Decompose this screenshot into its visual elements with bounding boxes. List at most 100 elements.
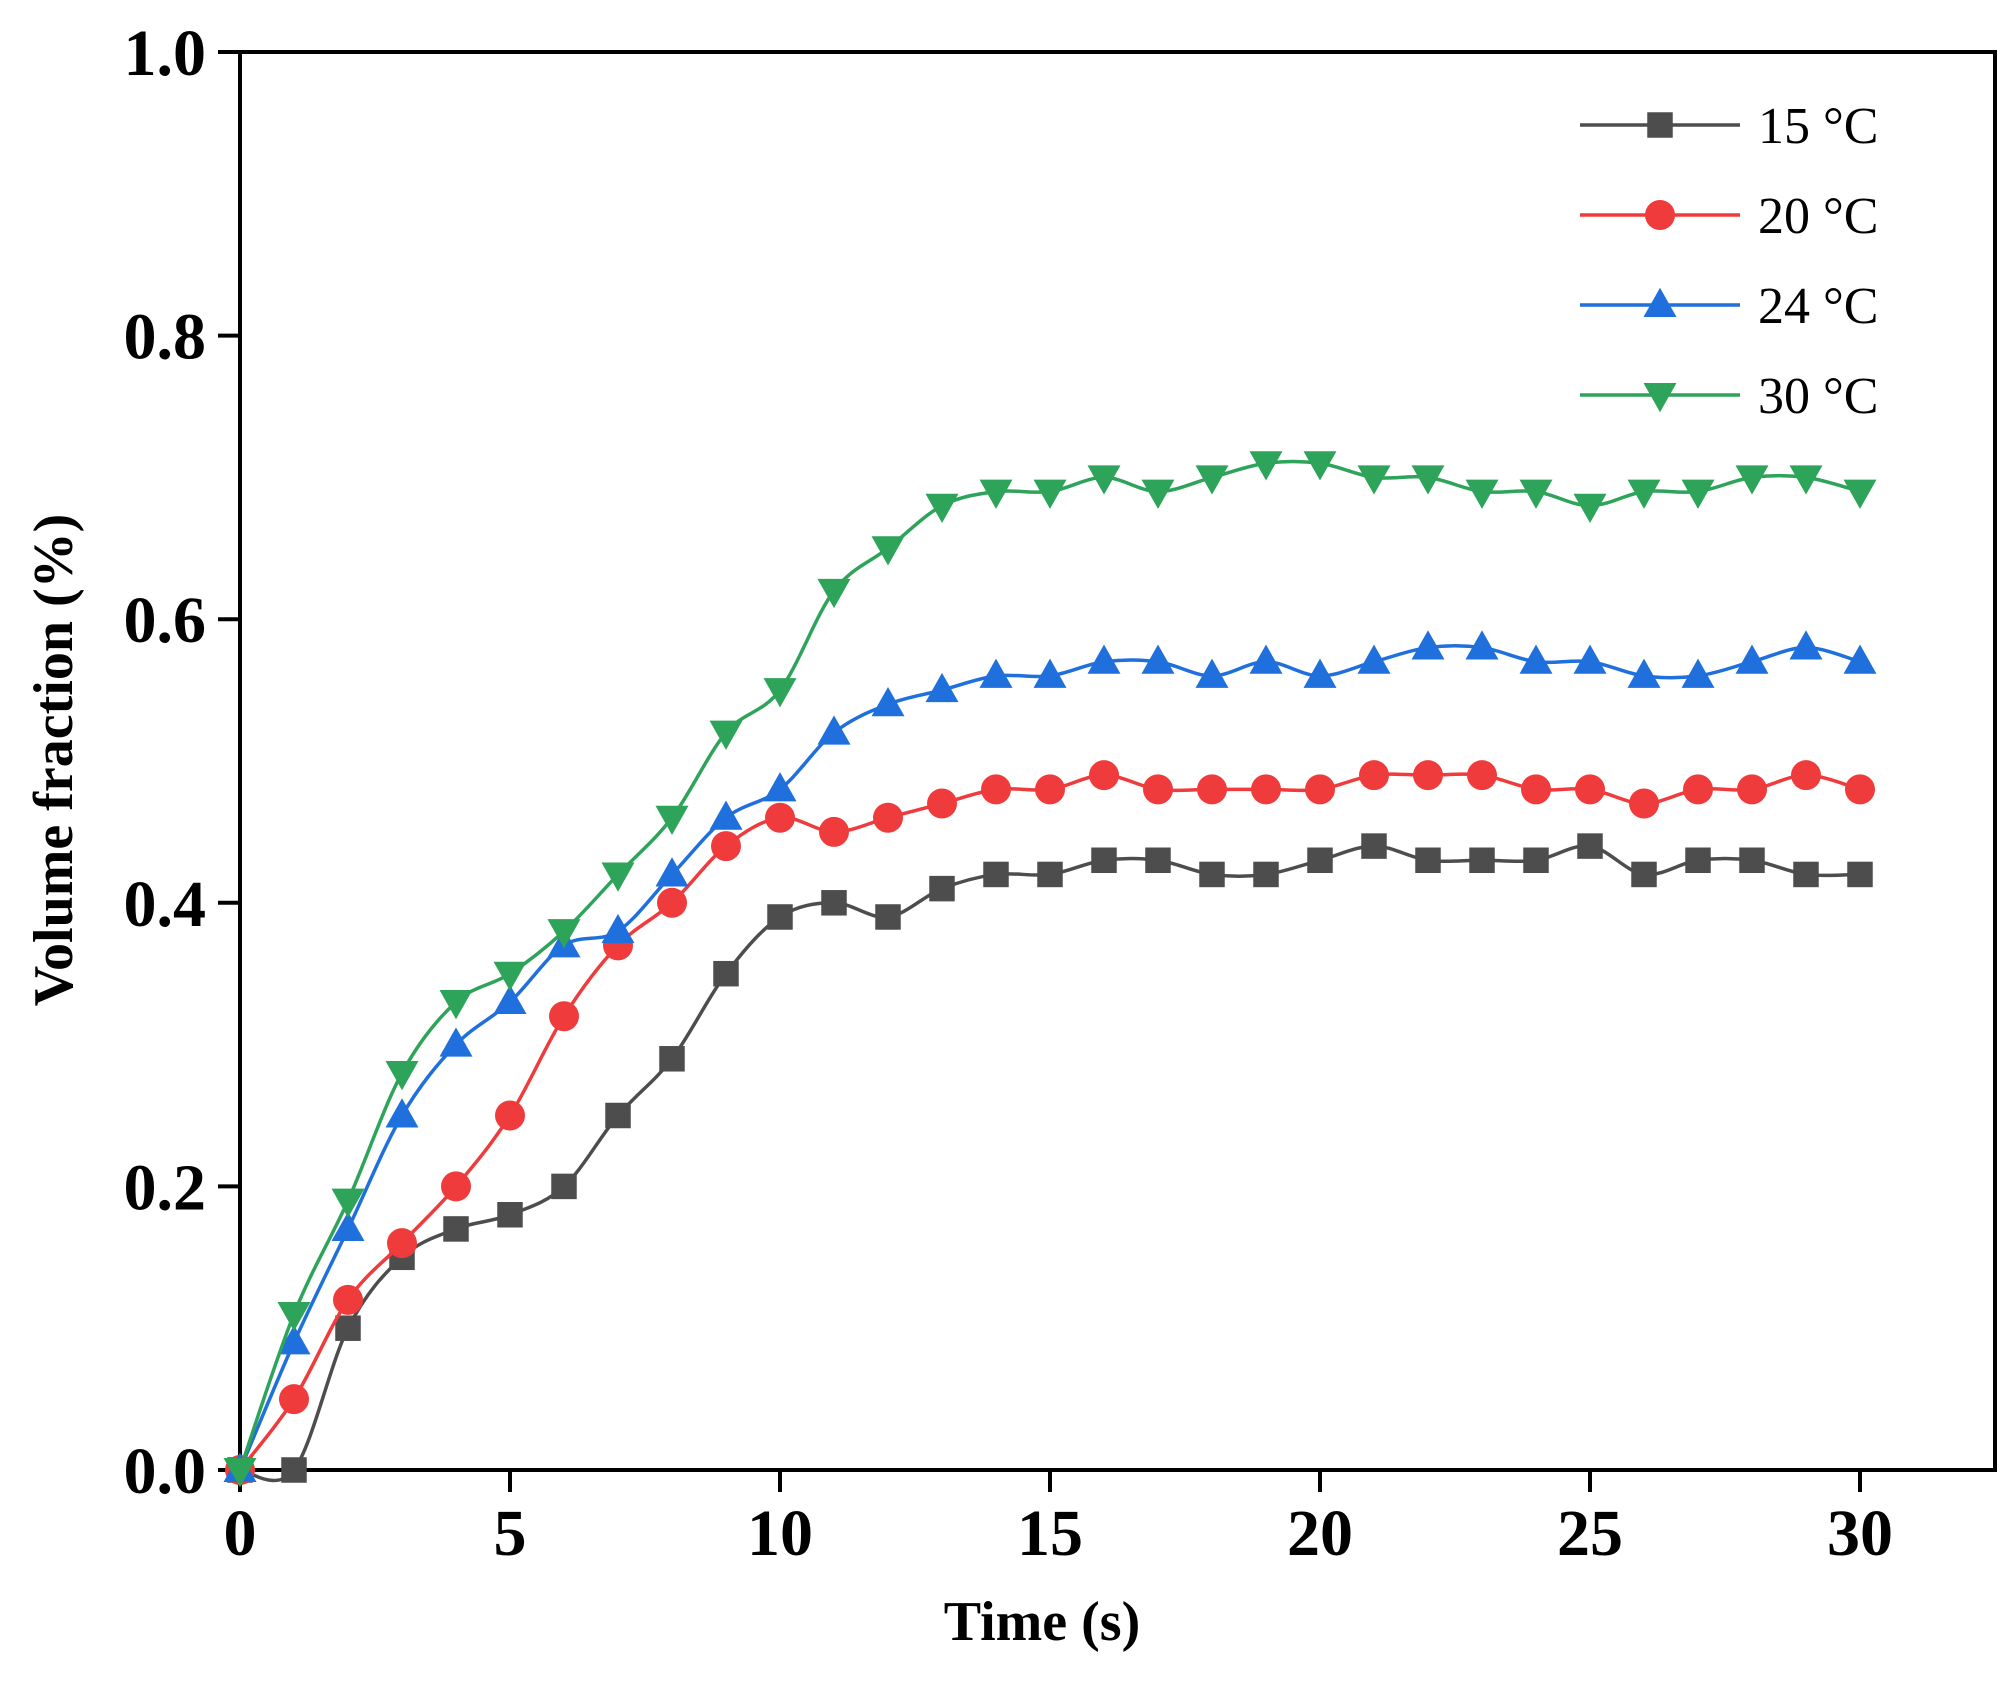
data-point [1735, 644, 1769, 674]
data-point [1195, 658, 1229, 688]
y-tick-label: 0.2 [124, 1151, 207, 1224]
data-point [979, 658, 1013, 688]
y-tick-label: 0.4 [124, 868, 207, 941]
data-point [1519, 644, 1553, 674]
data-point [1251, 774, 1281, 805]
legend-label: 24 °C [1758, 278, 1878, 335]
data-point [279, 1384, 309, 1415]
data-point [1195, 465, 1229, 495]
x-tick-label: 20 [1287, 1497, 1353, 1570]
data-point [925, 672, 959, 703]
data-point [817, 578, 851, 609]
data-point [1415, 847, 1441, 874]
data-point [549, 1001, 579, 1032]
data-point [659, 1046, 685, 1072]
data-point [493, 984, 527, 1015]
data-point [601, 862, 635, 892]
data-point [763, 772, 797, 802]
data-point [387, 1228, 417, 1259]
data-point [1361, 833, 1387, 859]
data-point [1629, 788, 1659, 819]
data-point [1681, 658, 1715, 688]
data-point [821, 890, 847, 916]
data-point [1465, 630, 1499, 660]
legend-marker [1645, 200, 1675, 230]
data-point [1413, 760, 1443, 791]
data-point [551, 1173, 577, 1200]
data-point [1037, 861, 1063, 888]
data-point [713, 960, 739, 987]
series-2 [223, 630, 1877, 1482]
data-point [655, 857, 689, 887]
data-point [385, 1060, 419, 1091]
data-point [763, 678, 797, 708]
data-point [441, 1171, 471, 1202]
legend-marker [1647, 112, 1673, 138]
data-point [1091, 847, 1117, 874]
x-tick-label: 5 [494, 1497, 527, 1570]
x-tick-label: 10 [747, 1497, 813, 1570]
legend-entry: 15 °C [1580, 98, 1878, 155]
data-point [1521, 774, 1551, 805]
data-point [443, 1216, 469, 1242]
data-point [331, 1188, 365, 1218]
legend-entry: 30 °C [1580, 368, 1878, 425]
data-point [1793, 861, 1819, 888]
data-point [385, 1098, 419, 1128]
data-point [1087, 644, 1121, 674]
data-point [1465, 479, 1499, 509]
series-line [238, 644, 1861, 1471]
data-point [983, 861, 1009, 888]
data-point [1253, 861, 1279, 888]
data-point [1089, 760, 1119, 791]
data-point [1411, 465, 1445, 495]
data-point [817, 715, 851, 745]
data-point [497, 1202, 523, 1228]
data-point [1523, 847, 1549, 874]
y-tick-label: 1.0 [124, 17, 207, 90]
y-tick-label: 0.0 [124, 1435, 207, 1508]
series-1 [225, 760, 1875, 1485]
x-tick-label: 25 [1557, 1497, 1623, 1570]
data-point [439, 1027, 473, 1057]
data-point [1087, 465, 1121, 495]
y-tick-label: 0.8 [124, 301, 207, 374]
data-point [1681, 479, 1715, 509]
data-point [1467, 760, 1497, 791]
data-point [1845, 774, 1875, 805]
data-point [1735, 465, 1769, 495]
x-axis-title: Time (s) [944, 1591, 1141, 1653]
data-point [1145, 847, 1171, 874]
data-point [1847, 861, 1873, 888]
data-point [1627, 479, 1661, 509]
data-point [605, 1102, 631, 1129]
y-tick-label: 0.6 [124, 584, 207, 657]
data-point [1789, 465, 1823, 495]
data-point [925, 493, 959, 524]
legend-entry: 20 °C [1580, 188, 1878, 245]
data-point [929, 875, 955, 902]
data-point [1627, 658, 1661, 688]
data-point [439, 990, 473, 1020]
data-point [1519, 479, 1553, 509]
data-point [277, 1302, 311, 1332]
data-point [333, 1284, 363, 1315]
data-point [979, 479, 1013, 509]
legend-label: 30 °C [1758, 368, 1878, 425]
data-point [1357, 644, 1391, 674]
data-point [495, 1100, 525, 1131]
series-0 [227, 833, 1873, 1483]
legend-label: 15 °C [1758, 98, 1878, 155]
data-point [875, 904, 901, 930]
data-point [1683, 774, 1713, 805]
data-point [1575, 774, 1605, 805]
data-point [1303, 451, 1337, 481]
data-point [1573, 493, 1607, 524]
data-point [767, 904, 793, 930]
legend-entry: 24 °C [1580, 278, 1878, 335]
axes-layer: 0 5 10 15 20 25 30 0.0 0.2 0.4 0.6 0.8 1.0 [124, 17, 1997, 1570]
x-tick-label: 0 [224, 1497, 257, 1570]
data-point [1141, 644, 1175, 674]
